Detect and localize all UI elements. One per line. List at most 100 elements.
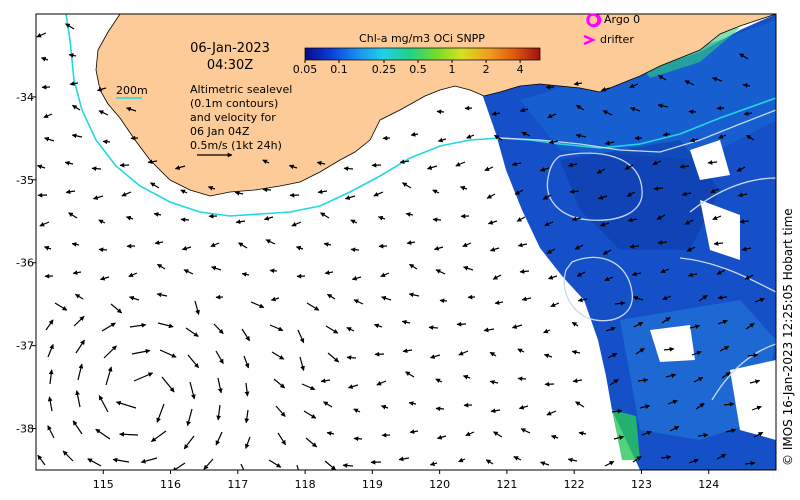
velocity-vector [98, 247, 108, 253]
velocity-vector [215, 350, 224, 365]
velocity-vector [432, 217, 442, 223]
velocity-vector [376, 380, 387, 386]
velocity-vector [656, 214, 666, 220]
drifter-legend-label: drifter [600, 33, 634, 46]
velocity-vector [71, 133, 83, 139]
argo-legend-icon [586, 13, 600, 27]
velocity-vector [463, 265, 474, 271]
velocity-vector [657, 240, 668, 245]
velocity-vector [437, 137, 447, 143]
velocity-vector [660, 268, 670, 274]
velocity-vector [539, 167, 550, 172]
velocity-vector [189, 381, 196, 400]
velocity-vector [150, 182, 160, 189]
velocity-vector [47, 396, 53, 412]
velocity-vector [47, 425, 55, 439]
velocity-vector [401, 319, 411, 325]
velocity-vector [630, 106, 641, 112]
velocity-vector [695, 402, 705, 410]
velocity-vector [346, 355, 357, 361]
velocity-vector [597, 195, 608, 200]
velocity-vector [751, 405, 762, 411]
velocity-vector [717, 295, 728, 300]
x-axis: 115 116 117 118 119 120 121 122 123 124 [93, 470, 719, 491]
velocity-vector [215, 431, 223, 446]
velocity-vector [484, 166, 494, 172]
velocity-vector [64, 160, 74, 166]
colorbar-title: Chl-a mg/m3 OCi SNPP [359, 32, 485, 45]
velocity-vector [72, 420, 83, 435]
velocity-vector [516, 216, 526, 222]
velocity-vector [721, 371, 731, 379]
velocity-vector [244, 436, 251, 449]
velocity-vector [432, 189, 440, 195]
velocity-vector [157, 322, 174, 329]
velocity-vector [712, 76, 723, 82]
velocity-vector [323, 401, 333, 408]
velocity-vector [517, 242, 528, 248]
note-line-5: 0.5m/s (1kt 24h) [190, 139, 282, 152]
velocity-vector [291, 221, 302, 227]
velocity-vector [72, 270, 82, 275]
velocity-vector [39, 221, 50, 227]
velocity-vector [550, 302, 560, 308]
velocity-vector [98, 219, 106, 225]
velocity-vector [679, 164, 690, 169]
velocity-vector [571, 349, 581, 355]
velocity-vector [641, 430, 652, 436]
velocity-vector [629, 83, 639, 89]
velocity-vector [517, 376, 527, 382]
velocity-vector [47, 343, 54, 358]
velocity-vector [101, 322, 116, 332]
velocity-vector [299, 356, 305, 371]
velocity-vector [435, 378, 443, 384]
velocity-vector [373, 323, 383, 329]
velocity-vector [633, 295, 644, 301]
y-tick-label: -37 [16, 340, 34, 353]
velocity-vector [156, 292, 168, 298]
velocity-vector [662, 132, 671, 137]
velocity-vector [435, 269, 446, 275]
velocity-vector [91, 166, 102, 172]
velocity-vector [119, 431, 139, 437]
velocity-vector [65, 23, 75, 30]
isobath-label: 200m [116, 84, 148, 97]
velocity-vector [511, 161, 522, 167]
velocity-vector [604, 460, 615, 467]
x-tick-label: 121 [496, 478, 517, 491]
velocity-vector [458, 350, 469, 356]
sealevel-contour-5 [679, 257, 776, 293]
velocity-vector [306, 302, 320, 311]
velocity-vector [129, 322, 147, 328]
velocity-vector [604, 276, 614, 282]
velocity-vector [43, 245, 52, 251]
velocity-vector [439, 298, 448, 304]
velocity-vector [140, 457, 158, 464]
velocity-vector [68, 53, 77, 58]
velocity-vector [185, 327, 199, 337]
colorbar: Chl-a mg/m3 OCi SNPP 0.05 0.1 0.25 0.5 1 2 4 [293, 32, 541, 76]
velocity-vector [466, 134, 475, 139]
velocity-vector [270, 296, 280, 302]
velocity-vector [75, 390, 81, 408]
colorbar-tick-label: 1 [449, 63, 456, 76]
velocity-vector [405, 371, 415, 378]
velocity-vector [346, 327, 355, 332]
velocity-vector [327, 352, 340, 363]
velocity-vector [203, 458, 214, 470]
velocity-vector [741, 246, 752, 252]
velocity-vector [410, 132, 419, 137]
velocity-vector [749, 379, 761, 384]
velocity-vector [602, 110, 613, 116]
velocity-vector [98, 395, 109, 413]
velocity-vector [521, 296, 532, 302]
velocity-vector [99, 275, 110, 281]
velocity-vector [742, 83, 751, 88]
velocity-vector [743, 111, 753, 116]
velocity-vector [207, 185, 216, 191]
velocity-vector [492, 274, 502, 280]
velocity-vector [632, 455, 642, 463]
colorbar-tick-label: 4 [517, 63, 524, 76]
velocity-vector [575, 133, 587, 139]
velocity-vector [744, 460, 756, 466]
